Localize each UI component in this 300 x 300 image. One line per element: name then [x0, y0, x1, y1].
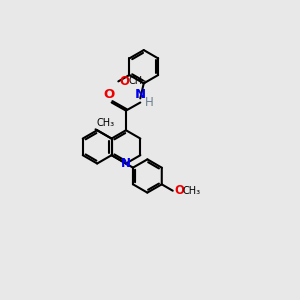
Text: H: H: [145, 97, 153, 110]
Text: O: O: [174, 184, 184, 197]
Text: CH₃: CH₃: [97, 118, 115, 128]
Text: N: N: [121, 157, 131, 170]
Text: O: O: [104, 88, 115, 101]
Text: O: O: [119, 75, 130, 88]
Text: N: N: [135, 88, 146, 101]
Text: CH₃: CH₃: [128, 76, 146, 86]
Text: CH₃: CH₃: [182, 186, 201, 196]
